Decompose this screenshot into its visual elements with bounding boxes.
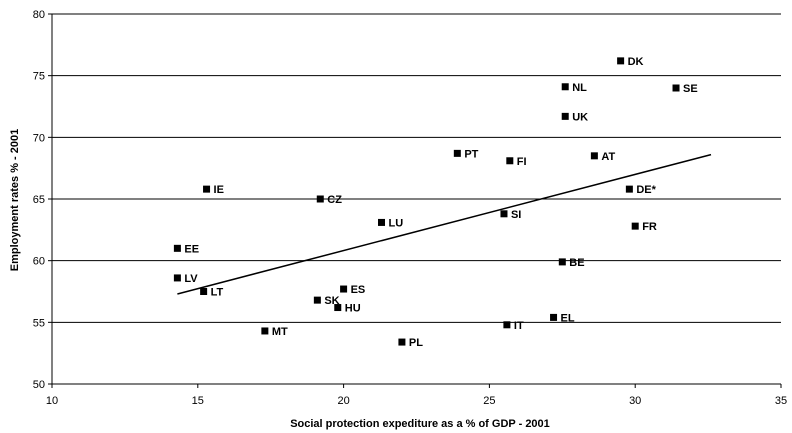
data-label-ie: IE — [214, 184, 224, 196]
data-label-be: BE — [569, 257, 584, 269]
y-tick-label: 60 — [33, 256, 45, 268]
data-point-ee — [173, 244, 181, 252]
x-tick-label: 30 — [629, 395, 641, 407]
data-label-ee: EE — [184, 243, 199, 255]
data-point-be — [558, 258, 566, 266]
data-point-fi — [506, 157, 514, 165]
data-label-fr: FR — [642, 221, 657, 233]
data-point-lv — [173, 274, 181, 282]
data-label-si: SI — [511, 209, 521, 221]
data-label-lu: LU — [389, 217, 404, 229]
x-tick-label: 20 — [337, 395, 349, 407]
x-axis-title: Social protection expediture as a % of G… — [290, 418, 550, 430]
y-tick-label: 75 — [33, 71, 45, 83]
data-point-ie — [203, 185, 211, 193]
data-label-nl: NL — [572, 82, 587, 94]
data-point-de — [625, 185, 633, 193]
x-tick-label: 35 — [775, 395, 787, 407]
y-tick-label: 50 — [33, 379, 45, 391]
data-label-lv: LV — [184, 273, 198, 285]
data-point-dk — [617, 57, 625, 65]
data-label-el: EL — [561, 312, 575, 324]
data-point-it — [503, 321, 511, 329]
data-point-lt — [200, 288, 208, 295]
data-label-pt: PT — [464, 148, 478, 160]
y-tick-label: 55 — [33, 317, 45, 329]
data-point-mt — [261, 327, 269, 335]
y-tick-label: 80 — [33, 9, 45, 21]
axes — [48, 13, 782, 388]
data-point-sk — [313, 296, 321, 304]
data-point-pl — [398, 338, 406, 346]
data-point-nl — [561, 83, 569, 91]
x-tick-label: 10 — [46, 395, 58, 407]
data-point-hu — [334, 304, 342, 312]
data-point-es — [340, 285, 348, 293]
x-tick-label: 25 — [483, 395, 495, 407]
data-point-si — [500, 210, 508, 218]
trendline — [177, 153, 712, 295]
data-label-pl: PL — [409, 337, 423, 349]
data-label-hu: HU — [345, 303, 361, 315]
data-point-fr — [631, 222, 639, 230]
y-axis-title: Employment rates % - 2001 — [9, 129, 21, 271]
data-point-at — [590, 152, 598, 160]
x-tick-label: 15 — [192, 395, 204, 407]
data-label-es: ES — [351, 284, 366, 296]
data-label-mt: MT — [272, 326, 288, 338]
data-point-uk — [561, 112, 569, 120]
data-point-cz — [316, 195, 324, 203]
data-label-de: DE* — [636, 184, 656, 196]
data-point-lu — [378, 218, 386, 226]
data-point-el — [550, 313, 558, 321]
data-label-dk: DK — [628, 56, 644, 68]
data-point-se — [672, 84, 680, 92]
data-label-se: SE — [683, 83, 698, 95]
data-label-uk: UK — [572, 111, 588, 123]
data-label-at: AT — [601, 151, 615, 163]
gridlines — [52, 13, 781, 323]
data-point-pt — [453, 149, 461, 157]
trendline-layer — [177, 153, 712, 295]
y-tick-label: 70 — [33, 132, 45, 144]
data-label-it: IT — [514, 320, 524, 332]
data-label-fi: FI — [517, 156, 527, 168]
data-label-cz: CZ — [327, 194, 342, 206]
data-label-lt: LT — [211, 287, 224, 299]
tick-labels: 50 55 60 65 70 75 80 10 15 20 25 30 35 — [33, 9, 787, 407]
y-tick-label: 65 — [33, 194, 45, 206]
